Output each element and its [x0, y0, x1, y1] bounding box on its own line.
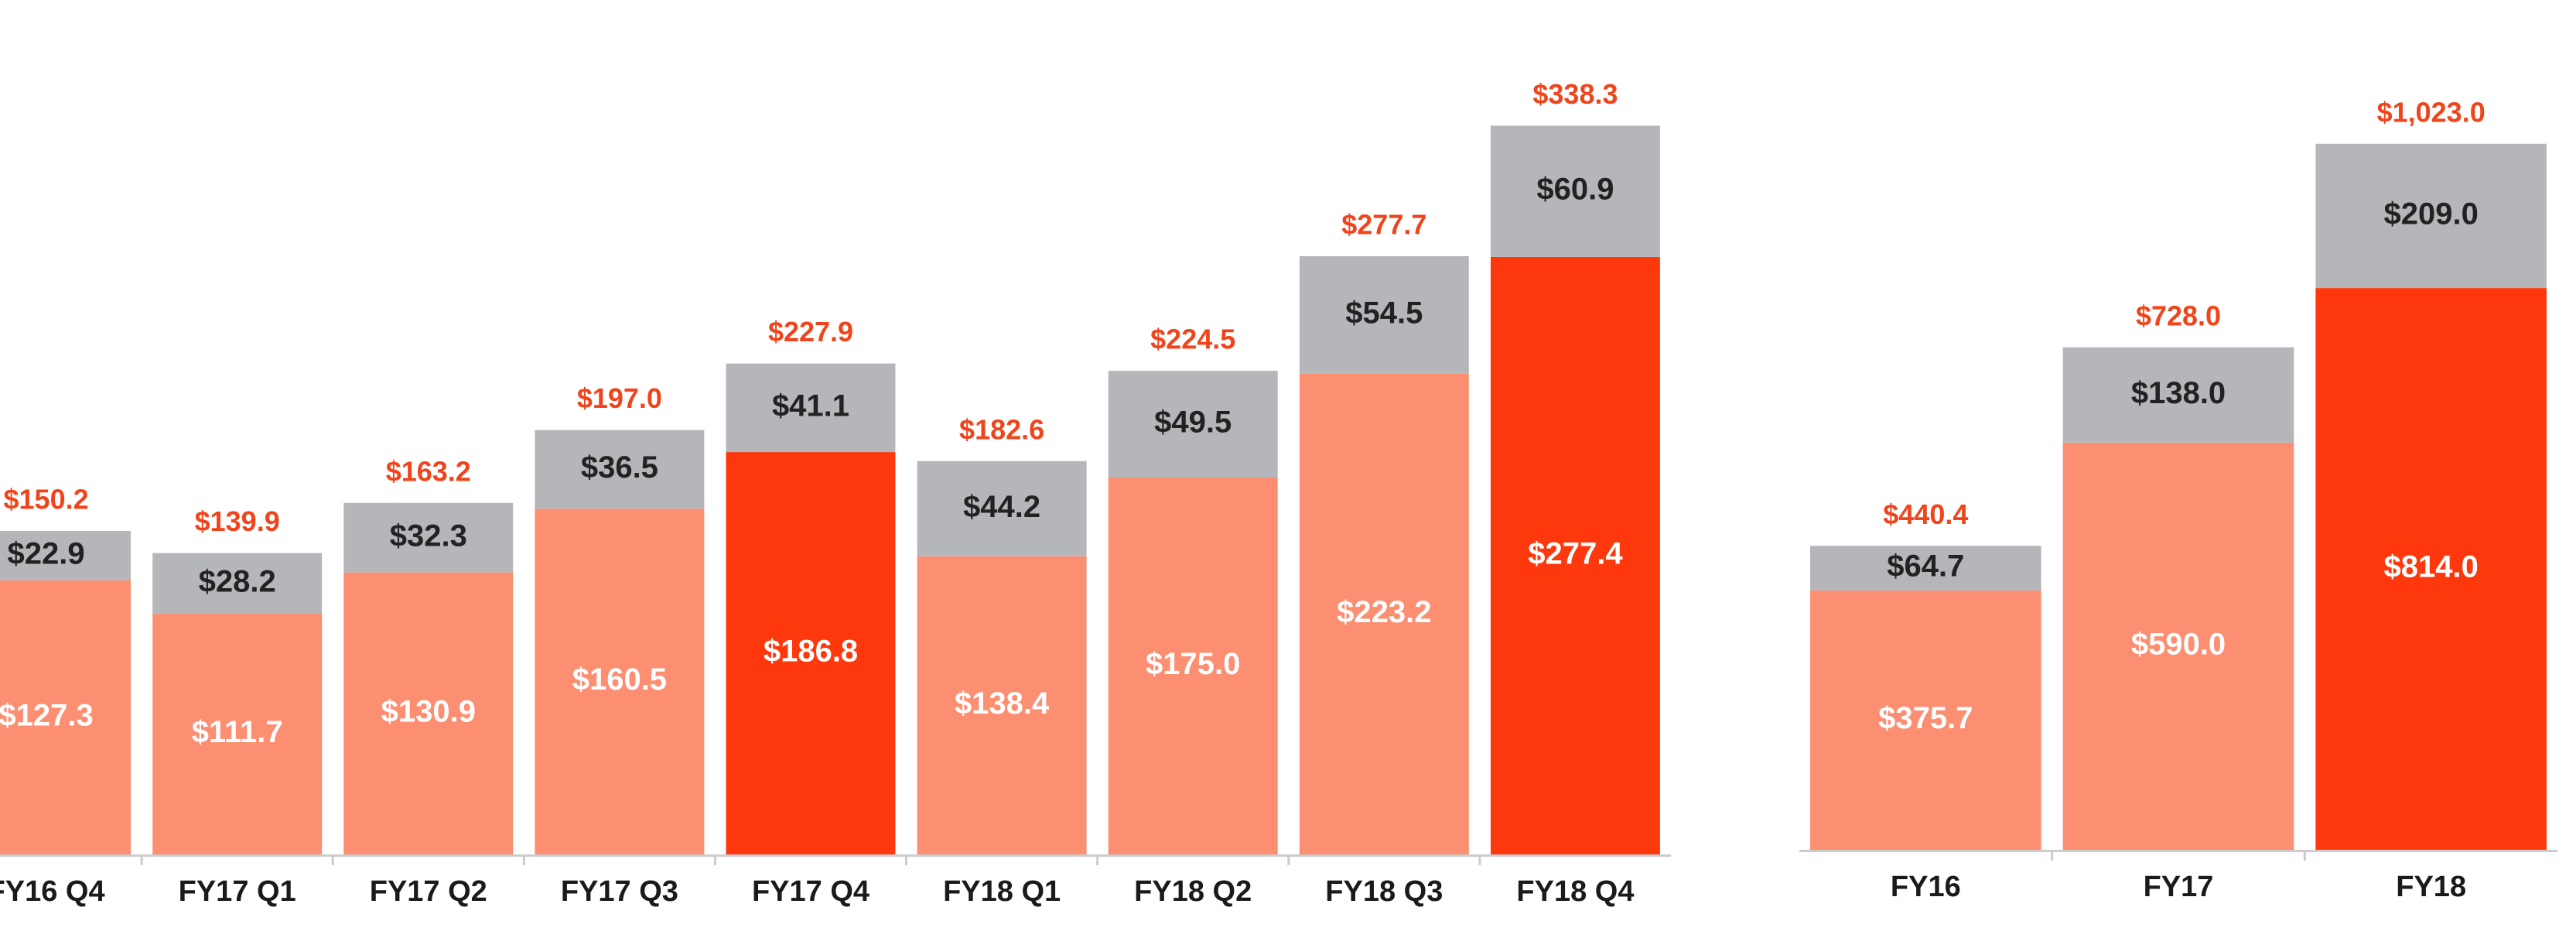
bar-segment-top	[1490, 125, 1660, 257]
bar-total-label: $182.6	[959, 413, 1044, 445]
bar-value-label-top: $209.0	[2383, 197, 2478, 231]
x-tick-label: FY18 Q1	[943, 875, 1061, 908]
bar-total-label: $277.7	[1341, 209, 1426, 241]
bar-value-label-top: $60.9	[1536, 173, 1614, 207]
bar-value-label-top: $54.5	[1345, 296, 1423, 330]
bar-segment-base	[1108, 477, 1278, 854]
bar-segment-top	[726, 363, 896, 453]
bar-total-label: $150.2	[4, 483, 89, 515]
bar-value-label-top: $22.9	[8, 536, 85, 570]
bar-value-label-top: $138.0	[2131, 376, 2226, 410]
x-tick-label: FY17 Q2	[370, 875, 487, 908]
bar-value-label-base: $223.2	[1337, 595, 1431, 629]
bar-segment-top	[343, 502, 514, 573]
bar-segment-base	[2315, 288, 2547, 850]
bar-value-label-base: $127.3	[0, 698, 94, 732]
bar-value-label-top: $28.2	[199, 564, 276, 598]
bar-value-label-base: $590.0	[2131, 627, 2226, 661]
bar-value-label-base: $277.4	[1528, 537, 1623, 571]
bar-value-label-top: $36.5	[581, 450, 658, 484]
bar-value-label-top: $49.5	[1154, 406, 1232, 440]
bar-total-label: $1,023.0	[2377, 96, 2485, 128]
bar-total-label: $139.9	[195, 505, 280, 537]
bar-segment-base	[917, 556, 1087, 854]
bar-total-label: $728.0	[2136, 300, 2221, 331]
bar-segment-base	[1299, 373, 1469, 854]
bar-segment-base	[1490, 256, 1660, 854]
bar-segment-base	[535, 508, 705, 854]
bar-value-label-top: $44.2	[963, 490, 1040, 524]
bar-segment-base	[343, 572, 514, 854]
bar-segment-top	[535, 430, 705, 509]
x-tick-label: FY18	[2396, 871, 2466, 903]
x-tick-label: FY17	[2144, 871, 2214, 903]
bar-value-label-base: $375.7	[1878, 701, 1973, 735]
bar-value-label-base: $160.5	[572, 662, 667, 697]
bar-segment-top	[2315, 143, 2547, 289]
bar-segment-top	[2062, 347, 2294, 443]
bar-segment-base	[1810, 590, 2041, 850]
x-tick-label: FY17 Q3	[561, 875, 678, 908]
bar-segment-top	[1299, 256, 1469, 374]
x-tick-label: FY17 Q4	[752, 875, 869, 908]
bar-total-label: $224.5	[1150, 324, 1235, 355]
x-tick-label: FY18 Q2	[1134, 875, 1252, 908]
bar-value-label-top: $32.3	[390, 519, 467, 553]
bar-value-label-base: $186.8	[764, 635, 858, 669]
bar-segment-top	[0, 530, 132, 580]
bar-total-label: $440.4	[1883, 498, 1968, 530]
x-tick-label: FY16	[1891, 871, 1961, 903]
bar-segment-base	[152, 614, 323, 854]
x-tick-label: FY17 Q1	[179, 875, 296, 908]
bar-total-label: $227.9	[768, 316, 853, 347]
bar-total-label: $197.0	[577, 382, 662, 414]
bar-value-label-base: $111.7	[192, 715, 283, 749]
bar-value-label-top: $41.1	[772, 389, 849, 423]
bar-total-label: $163.2	[386, 455, 471, 487]
bar-segment-base	[726, 452, 896, 854]
x-tick-label: FY18 Q4	[1516, 875, 1634, 908]
bar-segment-base	[2062, 442, 2294, 850]
bar-value-label-base: $138.4	[955, 686, 1050, 721]
bar-segment-base	[0, 580, 132, 854]
bar-segment-top	[1810, 546, 2041, 591]
bar-value-label-base: $814.0	[2383, 550, 2478, 584]
bar-segment-top	[152, 553, 323, 614]
x-tick-label: FY16 Q4	[0, 875, 105, 908]
bar-total-label: $338.3	[1532, 78, 1618, 110]
bar-value-label-base: $130.9	[381, 694, 476, 728]
quarterly-chart: $127.3 $22.9 $150.2 FY16 Q4 $111.7 $28.2 $139.…	[0, 78, 1671, 908]
bar-value-label-base: $175.0	[1146, 647, 1240, 681]
annual-chart: $375.7 $64.7 $440.4 FY16 $590.0 $138.0 $728.0 F…	[1799, 96, 2557, 903]
bar-segment-top	[917, 460, 1087, 556]
bar-segment-top	[1108, 371, 1278, 478]
bar-value-label-top: $64.7	[1887, 549, 1964, 584]
x-tick-label: FY18 Q3	[1325, 875, 1443, 908]
